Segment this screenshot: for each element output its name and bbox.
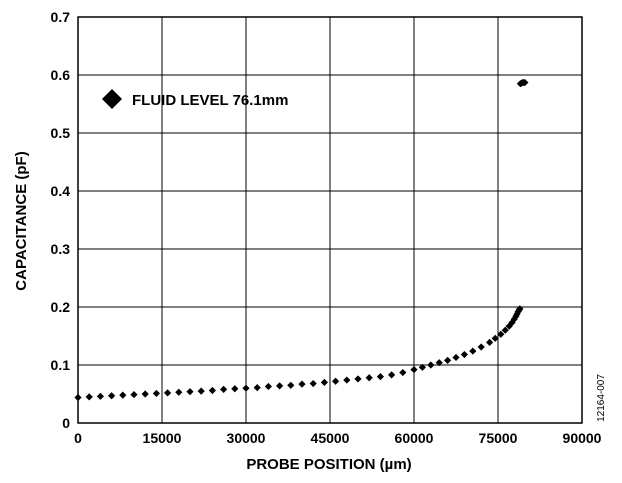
data-point xyxy=(410,366,418,374)
data-point xyxy=(388,371,396,379)
data-point xyxy=(85,393,93,401)
data-point xyxy=(152,389,160,398)
data-point xyxy=(276,382,284,390)
data-point xyxy=(508,319,516,327)
data-point xyxy=(164,389,172,397)
data-point xyxy=(418,363,426,371)
data-point xyxy=(460,350,468,359)
data-point xyxy=(264,382,272,391)
data-point xyxy=(119,391,127,399)
data-point xyxy=(365,374,373,382)
y-tick-labels: 0 0.1 0.2 0.3 0.4 0.5 0.6 0.7 xyxy=(51,9,71,431)
y-tick-label: 0.6 xyxy=(51,67,71,83)
data-point xyxy=(521,78,529,87)
data-points xyxy=(74,78,529,402)
data-point xyxy=(208,386,216,395)
data-point xyxy=(231,385,239,393)
data-point xyxy=(332,377,340,385)
x-tick-labels: 0 15000 30000 45000 60000 75000 90000 xyxy=(74,430,602,446)
x-axis-label: PROBE POSITION (µm) xyxy=(246,456,411,473)
data-point xyxy=(354,375,362,383)
x-tick-label: 0 xyxy=(74,430,82,446)
data-point xyxy=(242,384,250,392)
data-point xyxy=(399,368,407,377)
data-point xyxy=(505,322,513,330)
legend-marker-diamond xyxy=(102,89,122,109)
legend-label: FLUID LEVEL 76.1mm xyxy=(132,92,288,109)
data-point xyxy=(516,305,524,313)
x-tick-label: 15000 xyxy=(143,430,182,446)
data-point xyxy=(469,347,477,355)
y-tick-label: 0.7 xyxy=(51,9,71,25)
data-point xyxy=(444,356,452,364)
data-point xyxy=(497,330,505,338)
y-axis-label: CAPACITANCE (pF) xyxy=(13,151,30,290)
y-tick-label: 0.1 xyxy=(51,357,71,373)
x-tick-label: 30000 xyxy=(227,430,266,446)
data-point xyxy=(510,315,518,323)
data-point xyxy=(491,334,499,342)
data-point xyxy=(96,392,104,400)
data-point xyxy=(343,376,351,384)
data-point xyxy=(197,387,205,395)
data-point xyxy=(435,359,443,367)
data-point xyxy=(376,373,384,381)
y-tick-label: 0 xyxy=(62,415,70,431)
data-point xyxy=(309,379,317,388)
y-tick-label: 0.2 xyxy=(51,299,71,315)
data-point xyxy=(477,343,485,351)
data-point xyxy=(108,392,116,400)
data-point xyxy=(452,353,460,362)
y-tick-label: 0.4 xyxy=(51,183,71,199)
x-tick-label: 75000 xyxy=(479,430,518,446)
data-point xyxy=(141,390,149,398)
figure-id: 12164-007 xyxy=(596,374,607,422)
data-point xyxy=(287,381,295,389)
data-point xyxy=(130,390,138,399)
data-point xyxy=(220,385,228,393)
y-tick-label: 0.5 xyxy=(51,125,71,141)
data-point xyxy=(427,361,435,369)
y-tick-label: 0.3 xyxy=(51,241,71,257)
data-point xyxy=(486,338,494,346)
x-tick-label: 45000 xyxy=(311,430,350,446)
grid xyxy=(77,16,583,424)
x-tick-label: 60000 xyxy=(395,430,434,446)
x-tick-label: 90000 xyxy=(563,430,602,446)
data-point xyxy=(320,378,328,386)
legend: FLUID LEVEL 76.1mm xyxy=(102,89,288,109)
data-point xyxy=(74,393,82,402)
data-point xyxy=(253,384,261,392)
data-point xyxy=(501,326,509,334)
plot-frame xyxy=(77,16,583,424)
data-point xyxy=(175,388,183,396)
data-point xyxy=(298,380,306,388)
data-point xyxy=(186,388,194,396)
